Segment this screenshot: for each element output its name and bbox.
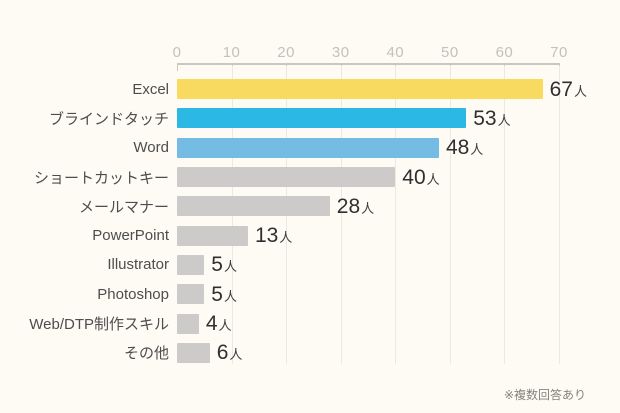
x-axis-tick-label: 50 [441, 44, 459, 61]
x-axis-tick-label: 0 [172, 44, 182, 61]
bar [177, 342, 210, 363]
x-axis-tick-label: 10 [222, 44, 241, 61]
x-axis-tick-label: 70 [550, 44, 568, 61]
value-label: 48人 [446, 137, 483, 158]
value-label: 28人 [337, 196, 374, 217]
value-number: 53 [473, 106, 497, 130]
bar [177, 79, 543, 100]
bar [177, 196, 330, 217]
value-label: 13人 [255, 225, 292, 246]
x-axis-tick-label: 20 [277, 44, 295, 61]
gridline [395, 66, 397, 364]
x-axis-tick-label: 40 [386, 44, 405, 61]
value-number: 28 [336, 194, 361, 218]
bar-row: Photoshop 5人 [0, 280, 620, 309]
bar [177, 167, 396, 188]
gridline [559, 66, 560, 364]
x-axis-tick-mark [177, 65, 178, 71]
value-unit: 人 [426, 171, 440, 187]
value-unit: 人 [573, 83, 587, 99]
value-number: 5 [211, 282, 223, 306]
category-label: その他 [123, 345, 169, 363]
category-label: PowerPoint [92, 227, 169, 245]
category-label: Excel [132, 80, 169, 98]
x-axis-tick-label: 30 [331, 44, 350, 61]
value-label: 53人 [473, 108, 510, 129]
value-unit: 人 [223, 259, 237, 275]
bar [177, 313, 199, 334]
gridline [449, 66, 451, 364]
value-number: 5 [211, 253, 223, 277]
value-label: 6人 [217, 342, 243, 363]
bar-row: Excel 67人 [0, 75, 620, 104]
value-label: 5人 [211, 254, 237, 275]
value-unit: 人 [279, 230, 293, 246]
bar-row: その他 6人 [0, 338, 620, 367]
value-number: 6 [216, 341, 229, 365]
value-number: 48 [445, 136, 470, 160]
value-label: 4人 [206, 313, 232, 334]
value-unit: 人 [497, 112, 511, 128]
value-label: 40人 [402, 167, 439, 188]
gridline [340, 66, 342, 364]
category-label: ブラインドタッチ [48, 110, 169, 128]
value-number: 13 [254, 224, 279, 248]
category-label: メールマナー [78, 198, 169, 216]
bar-row: メールマナー 28人 [0, 192, 620, 221]
bar [177, 225, 248, 246]
bar-row: Web/DTP制作スキル 4人 [0, 309, 620, 338]
value-unit: 人 [361, 200, 375, 216]
value-unit: 人 [218, 318, 232, 334]
value-label: 67人 [550, 79, 587, 100]
chart-footnote: ※複数回答あり [503, 388, 586, 402]
value-unit: 人 [229, 347, 243, 363]
category-label: Photoshop [97, 285, 169, 303]
x-axis-line [177, 63, 560, 65]
gridline [504, 66, 506, 364]
bar [177, 254, 205, 275]
bar [177, 284, 205, 305]
category-label: Illustrator [107, 256, 169, 274]
category-label: Word [133, 139, 169, 157]
value-number: 4 [205, 312, 218, 336]
bar-row: ショートカットキー 40人 [0, 162, 620, 191]
bar-row: Illustrator 5人 [0, 250, 620, 279]
value-number: 40 [402, 165, 426, 189]
x-axis-tick-label: 60 [495, 44, 514, 61]
category-label: ショートカットキー [33, 169, 169, 187]
bar-row: PowerPoint 13人 [0, 221, 620, 250]
bar [177, 108, 467, 129]
category-label: Web/DTP制作スキル [29, 316, 169, 334]
bar-row: Word 48人 [0, 133, 620, 162]
bar-row: ブラインドタッチ 53人 [0, 104, 620, 133]
bar [177, 137, 439, 158]
value-unit: 人 [470, 142, 484, 158]
value-number: 67 [549, 77, 573, 101]
value-unit: 人 [223, 288, 237, 304]
value-label: 5人 [211, 284, 237, 305]
